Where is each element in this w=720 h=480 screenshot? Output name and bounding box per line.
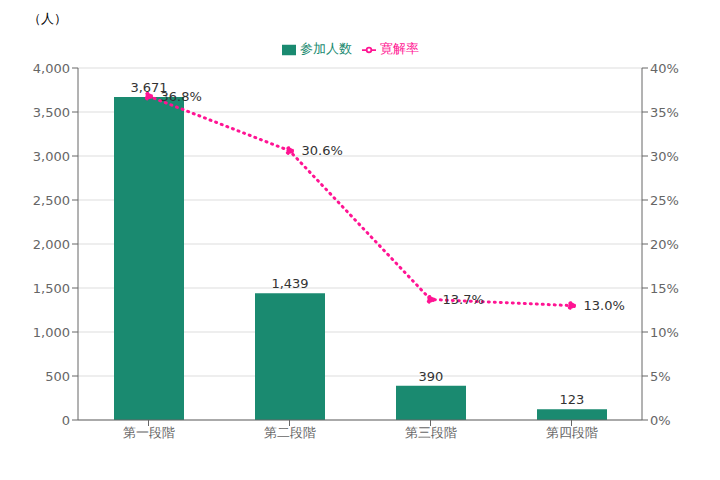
svg-text:25%: 25% <box>650 193 679 208</box>
svg-text:0%: 0% <box>650 413 671 428</box>
svg-text:0: 0 <box>62 413 70 428</box>
svg-text:第二段階: 第二段階 <box>264 425 316 440</box>
svg-text:13.7%: 13.7% <box>443 292 484 307</box>
svg-text:35%: 35% <box>650 105 679 120</box>
svg-text:1,000: 1,000 <box>33 325 70 340</box>
svg-text:20%: 20% <box>650 237 679 252</box>
svg-text:390: 390 <box>419 369 444 384</box>
svg-text:3,671: 3,671 <box>130 80 168 95</box>
svg-text:3,500: 3,500 <box>33 105 70 120</box>
svg-text:13.0%: 13.0% <box>584 298 625 313</box>
html-text:寛解率: 寛解率 <box>379 41 419 56</box>
svg-text:30%: 30% <box>650 149 679 164</box>
svg-text:30.6%: 30.6% <box>302 143 343 158</box>
html-text:参加人数: 参加人数 <box>299 41 352 56</box>
svg-text:1,500: 1,500 <box>33 281 70 296</box>
svg-text:15%: 15% <box>650 281 679 296</box>
svg-text:2,000: 2,000 <box>33 237 70 252</box>
svg-text:10%: 10% <box>650 325 679 340</box>
svg-text:5%: 5% <box>650 369 671 384</box>
svg-text:4,000: 4,000 <box>33 61 70 76</box>
svg-text:40%: 40% <box>650 61 679 76</box>
svg-text:36.8%: 36.8% <box>161 89 202 104</box>
svg-text:1,439: 1,439 <box>271 276 308 291</box>
svg-text:第三段階: 第三段階 <box>405 425 457 440</box>
svg-text:3,000: 3,000 <box>33 149 70 164</box>
svg-text:第四段階: 第四段階 <box>546 425 598 440</box>
svg-text:123: 123 <box>560 392 585 407</box>
svg-text:第一段階: 第一段階 <box>123 425 175 440</box>
svg-text:500: 500 <box>45 369 70 384</box>
svg-text:2,500: 2,500 <box>33 193 70 208</box>
html-text:（人）: （人） <box>28 11 67 26</box>
